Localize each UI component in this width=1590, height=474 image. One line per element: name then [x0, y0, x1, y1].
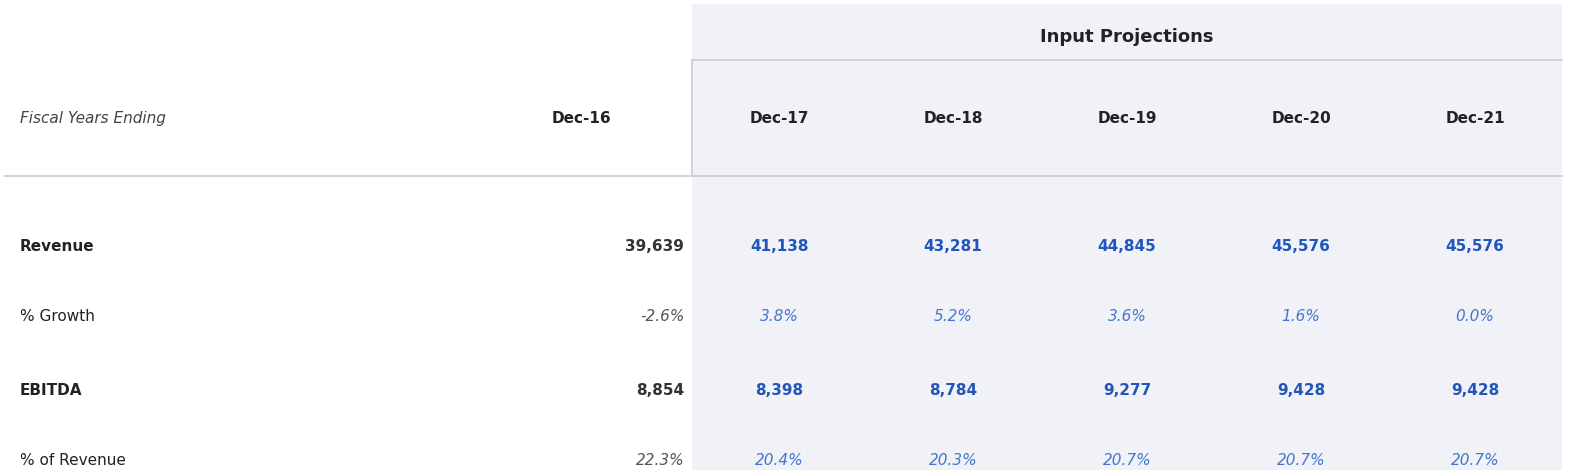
Text: 5.2%: 5.2% — [933, 309, 973, 324]
Text: 20.3%: 20.3% — [929, 453, 978, 468]
Text: 8,784: 8,784 — [929, 383, 978, 398]
Text: 20.7%: 20.7% — [1277, 453, 1326, 468]
Text: EBITDA: EBITDA — [21, 383, 83, 398]
Text: 20.7%: 20.7% — [1103, 453, 1151, 468]
Text: Dec-18: Dec-18 — [924, 111, 983, 126]
Text: Revenue: Revenue — [21, 239, 95, 254]
Text: 3.6%: 3.6% — [1108, 309, 1146, 324]
Text: 20.4%: 20.4% — [755, 453, 803, 468]
Text: Dec-16: Dec-16 — [552, 111, 611, 126]
Bar — [692, 4, 1561, 470]
Text: Fiscal Years Ending: Fiscal Years Ending — [21, 111, 165, 126]
Text: 8,398: 8,398 — [755, 383, 803, 398]
Text: 9,428: 9,428 — [1452, 383, 1499, 398]
Text: 22.3%: 22.3% — [636, 453, 684, 468]
Text: Input Projections: Input Projections — [1040, 28, 1213, 46]
Text: 45,576: 45,576 — [1445, 239, 1504, 254]
Text: -2.6%: -2.6% — [639, 309, 684, 324]
Text: Dec-19: Dec-19 — [1097, 111, 1158, 126]
Text: 20.7%: 20.7% — [1450, 453, 1499, 468]
Text: 9,277: 9,277 — [1103, 383, 1151, 398]
Text: Dec-20: Dec-20 — [1272, 111, 1331, 126]
Text: 43,281: 43,281 — [924, 239, 983, 254]
Text: % of Revenue: % of Revenue — [21, 453, 126, 468]
Text: 3.8%: 3.8% — [760, 309, 798, 324]
Text: 44,845: 44,845 — [1097, 239, 1156, 254]
Text: 1.6%: 1.6% — [1282, 309, 1321, 324]
Text: 0.0%: 0.0% — [1456, 309, 1495, 324]
Text: 41,138: 41,138 — [750, 239, 808, 254]
Text: % Growth: % Growth — [21, 309, 95, 324]
Text: 45,576: 45,576 — [1272, 239, 1331, 254]
Text: Dec-17: Dec-17 — [749, 111, 809, 126]
Text: 8,854: 8,854 — [636, 383, 684, 398]
Text: 39,639: 39,639 — [625, 239, 684, 254]
Text: 9,428: 9,428 — [1277, 383, 1324, 398]
Text: Dec-21: Dec-21 — [1445, 111, 1504, 126]
